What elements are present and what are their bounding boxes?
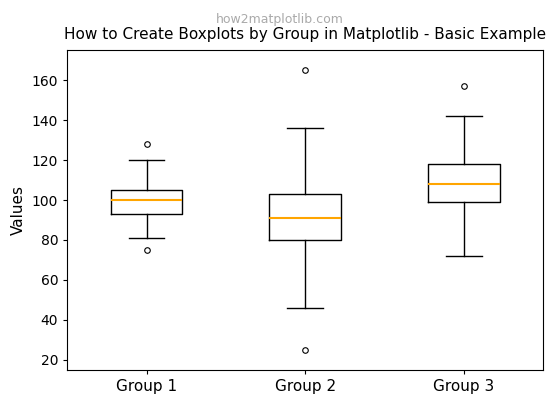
Y-axis label: Values: Values: [11, 185, 26, 235]
Title: How to Create Boxplots by Group in Matplotlib - Basic Example: How to Create Boxplots by Group in Matpl…: [64, 27, 546, 42]
Text: how2matplotlib.com: how2matplotlib.com: [216, 13, 344, 26]
